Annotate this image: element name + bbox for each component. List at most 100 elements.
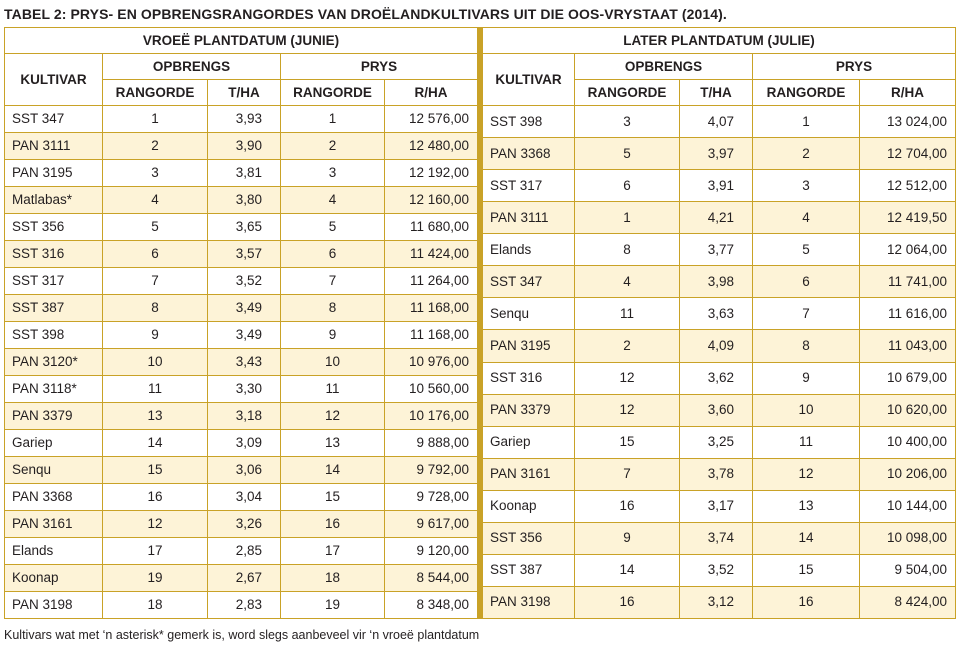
early-table-row: SST 398 9 3,49 9 11 168,00: [4, 321, 478, 349]
late-table-row: SST 347 4 3,98 6 11 741,00: [482, 265, 957, 299]
early-price-rank-cell: 16: [280, 510, 385, 538]
late-tha-header: T/HA: [679, 79, 753, 106]
early-yield-rank-cell: 14: [102, 429, 208, 457]
late-price-rha-cell: 12 512,00: [858, 169, 957, 203]
early-price-rank-cell: 6: [280, 240, 385, 268]
late-price-rank-cell: 12: [752, 457, 860, 491]
early-yield-rank-cell: 11: [102, 375, 208, 403]
late-cultivar-cell: PAN 3195: [482, 329, 575, 363]
late-price-rank-cell: 5: [752, 233, 860, 267]
late-price-rank-cell: 14: [752, 521, 860, 555]
early-price-rank-cell: 3: [280, 159, 385, 187]
late-table-row: PAN 3195 2 4,09 8 11 043,00: [482, 329, 957, 363]
table-container: VROEË PLANTDATUM (JUNIE) KULTIVAR OPBREN…: [4, 27, 957, 620]
early-cultivar-cell: Matlabas*: [4, 186, 103, 214]
late-price-rank-cell: 10: [752, 393, 860, 427]
late-yield-tha-cell: 3,74: [679, 521, 753, 555]
early-price-rank-header: RANGORDE: [280, 79, 385, 106]
late-price-rank-header: RANGORDE: [752, 79, 860, 106]
late-yield-tha-cell: 4,09: [679, 329, 753, 363]
early-yield-tha-cell: 2,67: [207, 564, 281, 592]
late-cultivar-cell: PAN 3111: [482, 201, 575, 235]
late-price-rank-cell: 15: [752, 553, 860, 587]
early-yield-tha-cell: 3,65: [207, 213, 281, 241]
late-table-row: PAN 3111 1 4,21 4 12 419,50: [482, 201, 957, 235]
early-section-heading: VROEË PLANTDATUM (JUNIE): [4, 27, 478, 54]
early-price-rank-cell: 14: [280, 456, 385, 484]
early-yield-tha-cell: 3,90: [207, 132, 281, 160]
late-cultivar-cell: SST 356: [482, 521, 575, 555]
early-price-rank-cell: 9: [280, 321, 385, 349]
early-price-rha-cell: 9 120,00: [384, 537, 478, 565]
late-price-rank-cell: 6: [752, 265, 860, 299]
late-yield-rank-cell: 5: [574, 137, 680, 171]
late-yield-tha-cell: 3,77: [679, 233, 753, 267]
late-yield-tha-cell: 3,91: [679, 169, 753, 203]
early-table-row: PAN 3111 2 3,90 2 12 480,00: [4, 132, 478, 160]
early-table-row: SST 347 1 3,93 1 12 576,00: [4, 105, 478, 133]
early-cultivar-cell: Koonap: [4, 564, 103, 592]
early-table-row: SST 356 5 3,65 5 11 680,00: [4, 213, 478, 241]
early-price-rha-cell: 10 976,00: [384, 348, 478, 376]
early-price-rank-cell: 12: [280, 402, 385, 430]
late-price-rank-cell: 9: [752, 361, 860, 395]
late-price-rha-cell: 10 206,00: [858, 457, 957, 491]
late-yield-tha-cell: 3,60: [679, 393, 753, 427]
early-yield-rank-cell: 9: [102, 321, 208, 349]
early-price-rank-cell: 7: [280, 267, 385, 295]
early-price-rha-cell: 10 176,00: [384, 402, 478, 430]
late-yield-tha-cell: 3,25: [679, 425, 753, 459]
early-price-rha-cell: 12 192,00: [384, 159, 478, 187]
early-yield-rank-cell: 6: [102, 240, 208, 268]
early-table-row: PAN 3368 16 3,04 15 9 728,00: [4, 483, 478, 511]
late-yield-rank-cell: 16: [574, 585, 680, 620]
early-cultivar-cell: Senqu: [4, 456, 103, 484]
early-price-rha-cell: 9 888,00: [384, 429, 478, 457]
early-table-row: Elands 17 2,85 17 9 120,00: [4, 537, 478, 565]
late-price-rank-cell: 3: [752, 169, 860, 203]
late-price-rha-cell: 10 679,00: [858, 361, 957, 395]
early-yield-tha-cell: 3,43: [207, 348, 281, 376]
late-table-row: SST 387 14 3,52 15 9 504,00: [482, 553, 957, 587]
late-yield-rank-cell: 8: [574, 233, 680, 267]
early-cultivar-cell: PAN 3120*: [4, 348, 103, 376]
late-yield-tha-cell: 3,98: [679, 265, 753, 299]
early-cultivar-cell: Elands: [4, 537, 103, 565]
early-yield-tha-cell: 3,04: [207, 483, 281, 511]
late-section-heading: LATER PLANTDATUM (JULIE): [481, 27, 957, 54]
late-yield-tha-cell: 3,17: [679, 489, 753, 523]
early-yield-tha-cell: 3,06: [207, 456, 281, 484]
early-yield-rank-cell: 8: [102, 294, 208, 322]
early-planting-table: VROEË PLANTDATUM (JUNIE) KULTIVAR OPBREN…: [4, 27, 478, 619]
early-yield-rank-cell: 4: [102, 186, 208, 214]
early-rha-header: R/HA: [384, 79, 478, 106]
late-price-rha-cell: 8 424,00: [858, 585, 957, 620]
late-price-rha-cell: 11 741,00: [858, 265, 957, 299]
early-cultivar-cell: PAN 3118*: [4, 375, 103, 403]
early-price-rha-cell: 12 160,00: [384, 186, 478, 214]
late-yield-tha-cell: 3,78: [679, 457, 753, 491]
early-yield-rank-cell: 5: [102, 213, 208, 241]
early-yield-rank-cell: 19: [102, 564, 208, 592]
late-table-row: SST 398 3 4,07 1 13 024,00: [482, 104, 957, 139]
late-yield-tha-cell: 3,63: [679, 297, 753, 331]
early-opbrengs-header: OPBRENGS: [102, 53, 281, 80]
early-yield-tha-cell: 2,83: [207, 591, 281, 619]
late-table-row: Koonap 16 3,17 13 10 144,00: [482, 489, 957, 523]
early-table-body: SST 347 1 3,93 1 12 576,00 PAN 3111 2 3,90 2 12 4…: [4, 105, 478, 619]
early-price-rank-cell: 8: [280, 294, 385, 322]
early-yield-rank-cell: 15: [102, 456, 208, 484]
late-table-row: SST 317 6 3,91 3 12 512,00: [482, 169, 957, 203]
early-price-rha-cell: 11 264,00: [384, 267, 478, 295]
early-yield-tha-cell: 3,30: [207, 375, 281, 403]
early-price-rha-cell: 11 680,00: [384, 213, 478, 241]
early-yield-tha-cell: 3,49: [207, 321, 281, 349]
early-price-rha-cell: 11 424,00: [384, 240, 478, 268]
late-opbrengs-header: OPBRENGS: [574, 53, 753, 80]
early-yield-tha-cell: 2,85: [207, 537, 281, 565]
late-table-row: SST 356 9 3,74 14 10 098,00: [482, 521, 957, 555]
early-table-row: Matlabas* 4 3,80 4 12 160,00: [4, 186, 478, 214]
late-yield-rank-header: RANGORDE: [574, 79, 680, 106]
late-price-rha-cell: 10 620,00: [858, 393, 957, 427]
early-table-row: PAN 3198 18 2,83 19 8 348,00: [4, 591, 478, 619]
